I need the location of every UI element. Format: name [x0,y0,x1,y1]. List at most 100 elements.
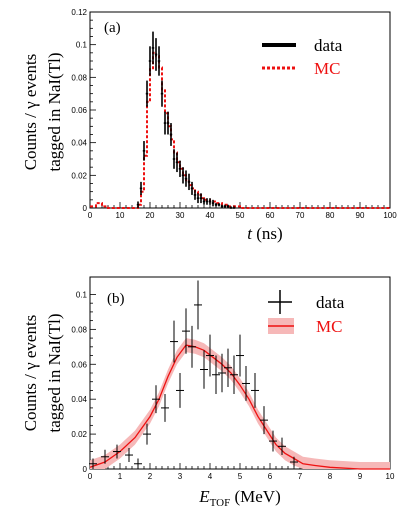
xtick-label: 1 [118,472,123,481]
mc-uncertainty-band [90,338,390,469]
data-point [251,373,259,408]
data-point [290,456,298,468]
xtick-label: 100 [383,211,397,220]
panel-a-xlabel: t (ns) [247,224,282,243]
data-point [152,385,160,414]
data-point [143,423,151,445]
data-point [188,325,196,368]
data-point [218,353,226,393]
xtick-label: 2 [148,472,153,481]
xtick-label: 70 [296,211,305,220]
panel-b-ylabel-line2: tagged in NaI(Tl) [45,314,64,433]
panel-a-ylabel-line1: Counts / γ events [21,54,40,171]
data-point [182,308,190,354]
panel-b-chart: 0 1 2 3 4 5 6 7 8 9 10 0 0.02 0.04 0.06 0.08 0.1 (b) dat… [21,276,395,509]
data-point [157,46,161,76]
xtick-label: 7 [298,472,303,481]
panel-b-label: (b) [107,291,125,307]
data-point [184,170,188,187]
legend-a-mc-label: MC [314,59,340,78]
data-point [161,393,169,422]
ytick-label: 0.08 [71,325,87,334]
data-point [224,348,232,387]
ytick-label: 0.06 [71,360,87,369]
data-point [230,355,238,394]
data-point [206,334,214,377]
data-point [101,449,109,464]
data-point [236,334,244,377]
xtick-label: 0 [88,211,93,220]
data-point [260,406,268,435]
xtick-label: 20 [146,211,155,220]
data-point [172,149,176,169]
data-point [175,152,179,173]
xtick-label: 30 [176,211,185,220]
panel-b-legend: data MC [268,290,345,336]
data-point [202,198,206,205]
data-point [170,320,178,363]
data-point [196,193,200,204]
ytick-label: 0.1 [76,41,88,50]
data-point [223,204,227,208]
data-point [190,181,194,195]
data-point [136,201,140,208]
data-point [89,458,97,469]
data-point [199,193,203,204]
data-point [181,167,185,184]
data-point [178,160,182,177]
ytick-label: 0.04 [71,139,87,148]
ytick-label: 0.04 [71,395,87,404]
panel-a-axes: 0 10 20 30 40 50 60 70 80 90 100 0 0.02 0.04 0.06 0.08 0… [71,8,397,220]
panel-b-xlabel: ETOF (MeV) [198,487,281,509]
data-point [214,203,218,207]
xtick-label: 10 [386,472,395,481]
ytick-label: 0.1 [76,290,88,299]
panel-a-chart: 0 10 20 30 40 50 60 70 80 90 100 0 0.02 0.04 0.06 0.08 0… [21,8,397,243]
legend-b-mc-label: MC [316,317,342,336]
xtick-label: 8 [328,472,333,481]
xtick-label: 6 [268,472,273,481]
xtick-label: 10 [116,211,125,220]
xtick-label: 90 [356,211,365,220]
mc-series-line [90,51,390,209]
panel-a-series [90,31,390,209]
ytick-label: 0.02 [71,430,87,439]
data-point [187,173,191,191]
data-point [278,437,286,456]
data-point [226,204,230,208]
data-point [163,111,167,135]
panel-a-xlabel-var: t [247,224,253,243]
data-point [208,198,212,205]
data-point [169,123,173,146]
data-point [145,80,149,107]
ytick-label: 0 [83,465,88,474]
xtick-label: 40 [206,211,215,220]
xtick-label: 50 [236,211,245,220]
panel-b-xlabel-unit: (MeV) [230,487,281,506]
data-point [269,430,277,452]
panel-b-ylabel-line1: Counts / γ events [21,315,40,432]
xtick-label: 60 [266,211,275,220]
data-point [113,444,121,459]
ytick-label: 0.06 [71,106,87,115]
panel-b-series [89,280,390,470]
data-point [134,458,142,469]
xtick-label: 5 [238,472,243,481]
data-point [205,198,209,205]
data-point [125,448,133,463]
ytick-label: 0 [83,204,88,213]
data-point [211,199,215,207]
legend-a-data-label: data [314,36,343,55]
panel-b-xlabel-sub: TOF [210,497,231,509]
mc-series-line [89,344,390,470]
data-point [148,46,152,76]
data-point [194,280,202,330]
ytick-label: 0.12 [71,8,87,17]
panel-a-ylabel-line2: tagged in NaI(Tl) [45,53,64,172]
xtick-label: 9 [358,472,363,481]
panel-a-frame [89,11,391,209]
xtick-label: 4 [208,472,213,481]
panel-a-legend: data MC [262,36,343,78]
data-point [232,206,236,209]
